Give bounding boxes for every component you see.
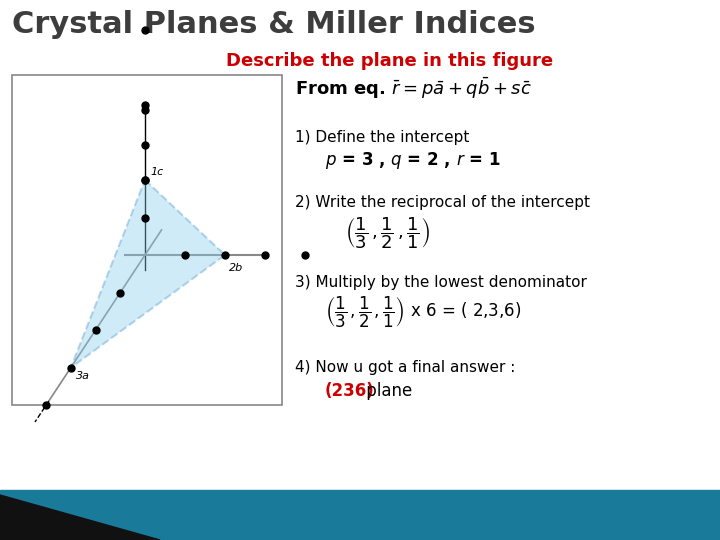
Text: 2) Write the reciprocal of the intercept: 2) Write the reciprocal of the intercept xyxy=(295,195,590,210)
Polygon shape xyxy=(71,180,225,368)
Text: 3a: 3a xyxy=(76,371,90,381)
Bar xyxy=(12,75,282,405)
Text: Crystal Planes & Miller Indices: Crystal Planes & Miller Indices xyxy=(12,10,536,39)
Polygon shape xyxy=(0,495,160,540)
Text: (236): (236) xyxy=(325,382,374,400)
Text: 1) Define the intercept: 1) Define the intercept xyxy=(295,130,469,145)
Text: 4) Now u got a final answer :: 4) Now u got a final answer : xyxy=(295,360,516,375)
Text: $\mathit{p}$ = 3 , $\mathit{q}$ = 2 , $\mathit{r}$ = 1: $\mathit{p}$ = 3 , $\mathit{q}$ = 2 , $\… xyxy=(325,150,501,171)
Text: $\left(\dfrac{1}{3}\,,\dfrac{1}{2}\,,\dfrac{1}{1}\right)$ x 6 = ( 2,3,6): $\left(\dfrac{1}{3}\,,\dfrac{1}{2}\,,\df… xyxy=(325,295,521,330)
Text: 1c: 1c xyxy=(150,167,163,177)
Text: 3) Multiply by the lowest denominator: 3) Multiply by the lowest denominator xyxy=(295,275,587,290)
Text: plane: plane xyxy=(361,382,413,400)
Text: Describe the plane in this figure: Describe the plane in this figure xyxy=(226,52,554,70)
Bar xyxy=(0,490,720,540)
Text: From eq. $\bar{r} = p\bar{a} + q\bar{b} + s\bar{c}$: From eq. $\bar{r} = p\bar{a} + q\bar{b} … xyxy=(295,75,532,100)
Text: $\left(\dfrac{1}{3}\,,\dfrac{1}{2}\,,\dfrac{1}{1}\right)$: $\left(\dfrac{1}{3}\,,\dfrac{1}{2}\,,\df… xyxy=(345,215,430,251)
Text: 2b: 2b xyxy=(229,263,243,273)
